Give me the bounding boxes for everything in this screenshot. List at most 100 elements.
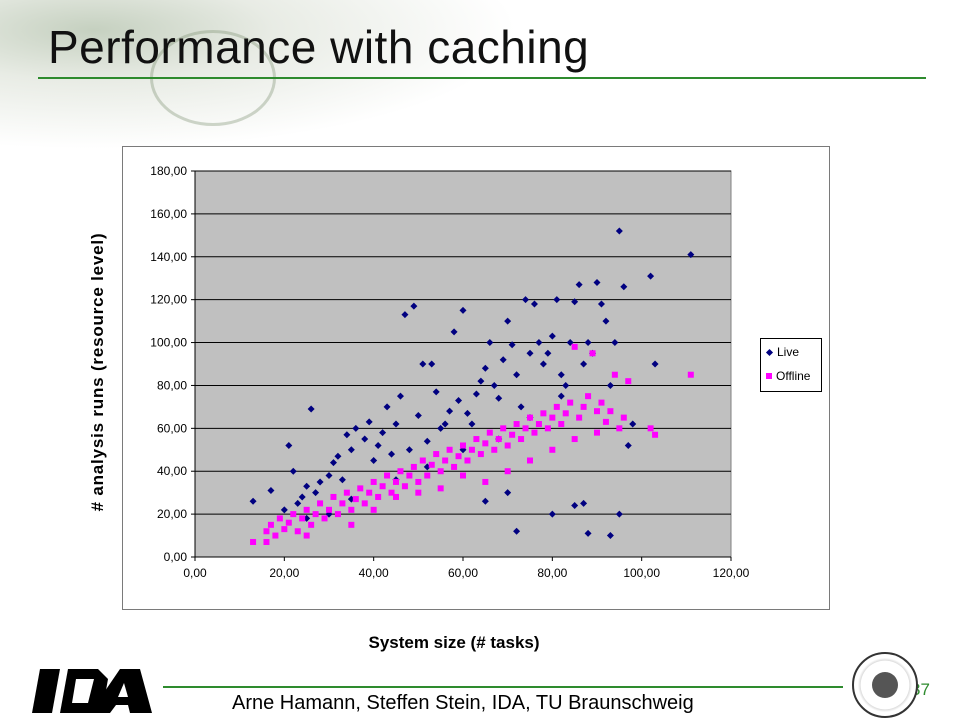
data-point-offline	[276, 515, 283, 522]
data-point-live	[508, 341, 516, 349]
data-point-live	[553, 296, 561, 304]
data-point-live	[535, 339, 543, 347]
data-point-live	[419, 360, 427, 368]
data-point-offline	[468, 446, 475, 453]
data-point-offline	[620, 414, 627, 421]
y-tick-label: 80,00	[157, 378, 187, 392]
page-title: Performance with caching	[48, 21, 590, 73]
data-point-offline	[330, 493, 337, 500]
data-point-offline	[348, 521, 355, 528]
data-point-offline	[687, 371, 694, 378]
data-point-offline	[594, 408, 600, 415]
data-point-offline	[611, 371, 618, 378]
data-point-live	[647, 272, 655, 280]
data-point-offline	[446, 446, 453, 453]
x-tick-label: 80,00	[537, 566, 567, 580]
data-point-live	[687, 251, 695, 259]
data-point-offline	[321, 515, 328, 522]
data-point-offline	[384, 472, 391, 479]
data-point-offline	[460, 442, 466, 449]
data-point-live	[370, 457, 378, 464]
data-point-live	[548, 332, 556, 340]
data-point-offline	[393, 493, 399, 500]
data-point-live	[620, 283, 628, 291]
data-point-live	[629, 420, 637, 428]
data-point-offline	[312, 511, 319, 518]
data-point-live	[522, 296, 530, 304]
data-point-offline	[576, 414, 583, 421]
data-point-live	[343, 431, 351, 439]
data-point-offline	[299, 515, 306, 522]
data-point-live	[580, 360, 588, 368]
data-point-live	[294, 499, 302, 507]
y-axis-title: # analysis runs (resource level)	[88, 232, 107, 512]
data-point-live	[437, 424, 445, 432]
data-point-offline	[370, 478, 377, 485]
data-point-offline	[518, 436, 525, 443]
data-point-offline	[486, 429, 493, 436]
data-point-offline	[393, 478, 399, 485]
data-point-offline	[263, 538, 270, 545]
data-point-offline	[549, 414, 556, 421]
data-point-live	[593, 279, 601, 287]
data-point-live	[544, 349, 552, 357]
data-point-offline	[607, 408, 614, 415]
data-point-live	[329, 459, 337, 467]
data-point-offline	[567, 399, 574, 406]
data-point-live	[571, 298, 579, 306]
x-axis-title: System size (# tasks)	[368, 633, 540, 652]
legend-item-live: Live	[765, 344, 799, 360]
data-point-live	[450, 328, 458, 336]
data-point-offline	[419, 457, 426, 464]
data-point-live	[557, 392, 565, 400]
data-point-offline	[437, 485, 444, 492]
data-point-live	[459, 306, 467, 314]
x-tick-label: 20,00	[269, 566, 299, 580]
data-point-live	[289, 467, 297, 475]
data-point-live	[388, 450, 396, 458]
data-point-offline	[424, 472, 431, 479]
data-point-offline	[357, 485, 364, 492]
data-point-live	[611, 339, 619, 347]
data-point-offline	[442, 457, 449, 464]
data-point-live	[477, 377, 485, 385]
data-point-offline	[460, 472, 466, 479]
data-point-offline	[589, 350, 596, 357]
data-point-live	[334, 452, 342, 460]
data-point-live	[410, 302, 418, 310]
data-point-offline	[553, 403, 560, 410]
data-point-offline	[647, 425, 654, 432]
x-tick-label: 120,00	[713, 566, 750, 580]
background-decoration	[0, 0, 520, 150]
data-point-offline	[625, 378, 632, 385]
y-tick-label: 120,00	[150, 293, 187, 307]
data-point-offline	[428, 461, 435, 468]
y-tick-label: 40,00	[157, 464, 187, 478]
data-point-offline	[504, 468, 511, 475]
data-point-offline	[527, 457, 533, 464]
data-point-offline	[308, 521, 315, 528]
data-point-offline	[348, 506, 355, 513]
data-point-live	[495, 394, 503, 402]
y-tick-label: 180,00	[150, 164, 187, 178]
plot-background	[194, 170, 732, 558]
data-point-live	[504, 489, 512, 497]
data-point-offline	[366, 489, 373, 496]
data-point-offline	[303, 506, 310, 513]
data-point-offline	[544, 425, 551, 432]
data-point-offline	[562, 410, 569, 417]
data-point-live	[584, 529, 592, 537]
data-point-offline	[415, 489, 422, 496]
y-tick-label: 140,00	[150, 250, 187, 264]
data-point-live	[303, 482, 311, 490]
data-point-offline	[549, 446, 556, 453]
data-point-live	[347, 446, 355, 454]
chart-area: 0,00 20,00 40,00 60,00 80,00 100,00 120,00 140,…	[122, 146, 830, 610]
data-point-offline	[535, 421, 542, 428]
data-point-live	[428, 360, 436, 368]
x-tick-label: 100,00	[623, 566, 660, 580]
data-point-live	[396, 392, 404, 400]
data-point-offline	[250, 538, 257, 545]
data-point-offline	[406, 472, 413, 479]
data-point-live	[405, 446, 413, 454]
